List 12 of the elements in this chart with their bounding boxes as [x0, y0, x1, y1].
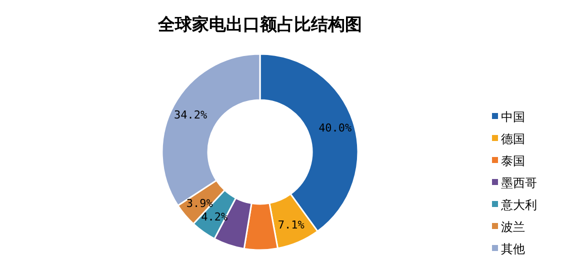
legend-label: 墨西哥: [501, 176, 537, 190]
data-label: 7.1%: [278, 218, 305, 232]
legend-label: 德国: [501, 132, 525, 146]
chart-title: 全球家电出口额占比结构图: [157, 15, 362, 35]
legend-label: 意大利: [500, 198, 537, 212]
legend-label: 波兰: [501, 220, 525, 234]
data-label: 34.2%: [174, 108, 208, 122]
legend-label: 泰国: [501, 154, 525, 168]
data-label: 3.9%: [186, 196, 214, 210]
data-label: 40.0%: [318, 122, 352, 135]
legend-label: 中国: [501, 110, 525, 124]
legend-label: 其他: [501, 242, 525, 256]
